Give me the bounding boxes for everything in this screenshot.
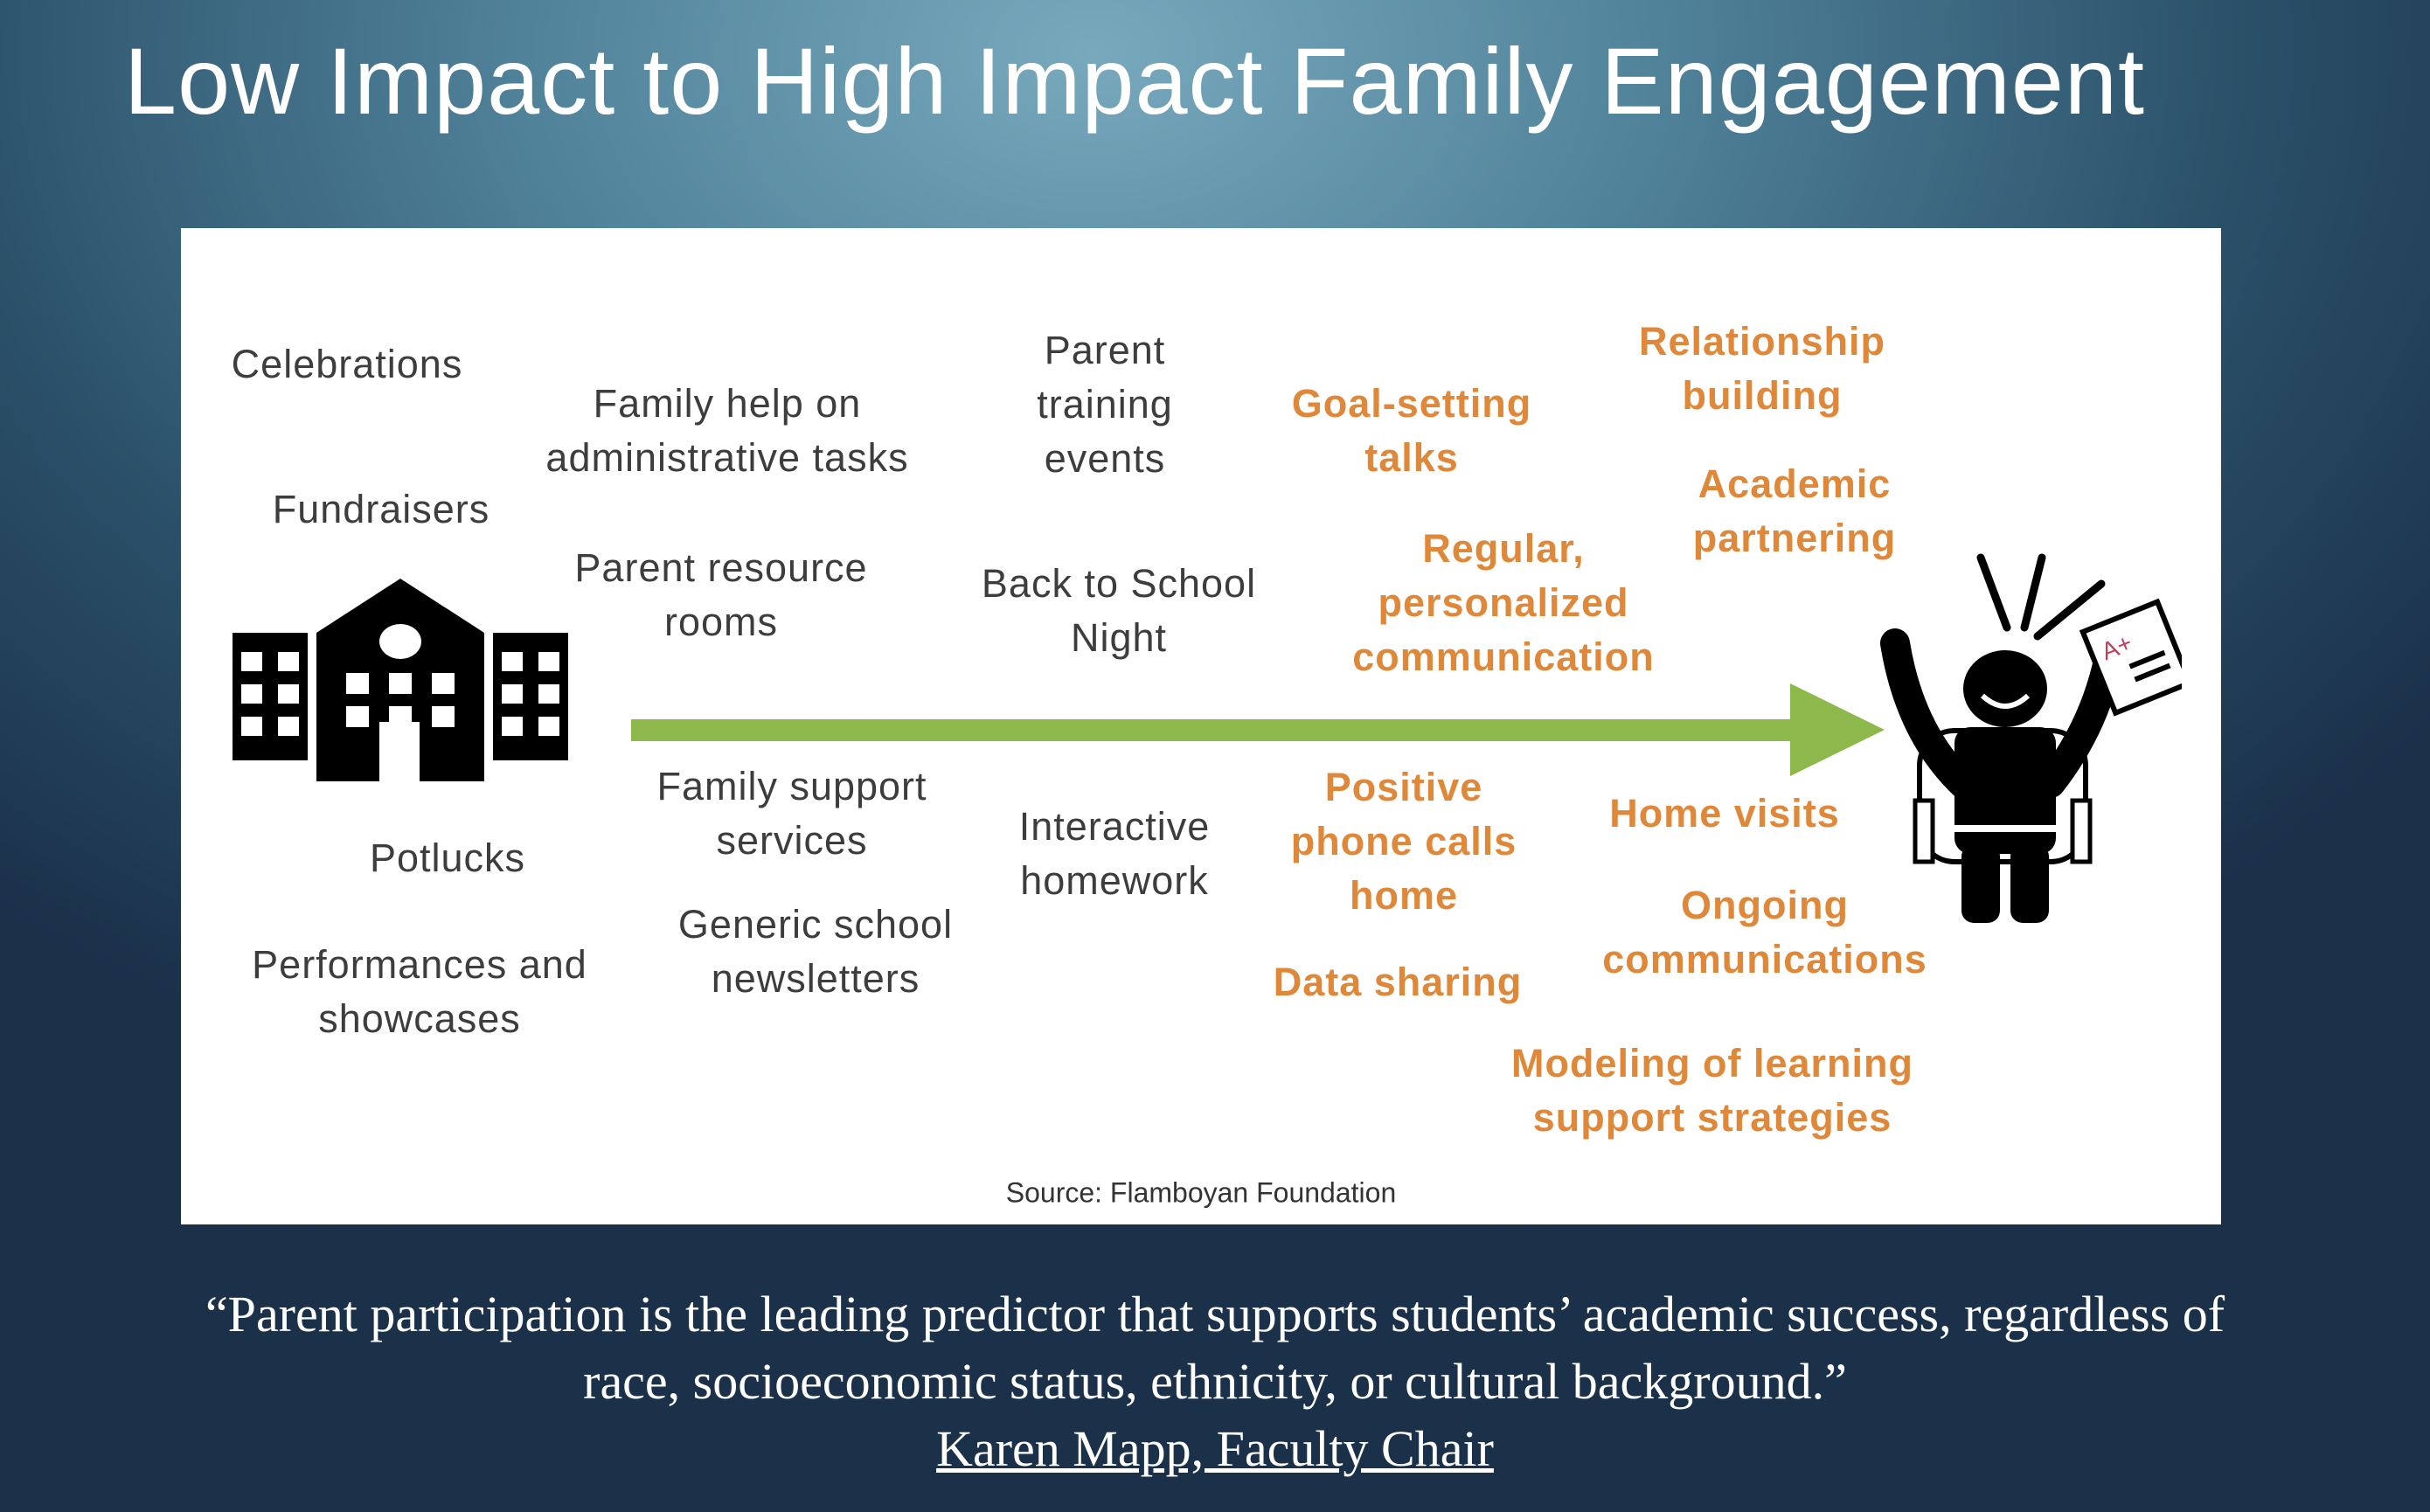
impact-arrow-head bbox=[1790, 683, 1885, 776]
low-impact-item: Celebrations bbox=[231, 342, 463, 386]
high-impact-item: Positive phone calls home bbox=[1290, 765, 1517, 918]
high-impact-item: Academic partnering bbox=[1692, 461, 1897, 560]
low-impact-item: Family support services bbox=[656, 764, 927, 863]
celebrating-student-icon: A+ bbox=[1880, 553, 2182, 923]
low-impact-item: Generic school newsletters bbox=[677, 902, 954, 1001]
impact-arrow-shaft bbox=[631, 719, 1802, 741]
high-impact-item: Relationship building bbox=[1638, 319, 1886, 418]
quote-author-link[interactable]: Karen Mapp, Faculty Chair bbox=[936, 1420, 1494, 1477]
low-impact-item: Family help on administrative tasks bbox=[545, 381, 909, 480]
low-impact-item: Potlucks bbox=[369, 836, 526, 880]
quote-author: Karen Mapp, Faculty Chair bbox=[0, 1419, 2430, 1478]
slide-title: Low Impact to High Impact Family Engagem… bbox=[124, 28, 2146, 134]
high-impact-item: Regular, personalized communication bbox=[1352, 526, 1655, 679]
low-impact-item: Interactive homework bbox=[1018, 804, 1211, 903]
quote-line-2: race, socioeconomic status, ethnicity, o… bbox=[583, 1353, 1847, 1410]
low-impact-item: Performances and showcases bbox=[252, 942, 587, 1041]
low-impact-item: Parent training events bbox=[1037, 328, 1173, 481]
high-impact-item: Data sharing bbox=[1273, 960, 1523, 1004]
low-impact-item: Fundraisers bbox=[272, 487, 490, 531]
high-impact-item: Ongoing communications bbox=[1602, 883, 1927, 981]
quote-line-1: “Parent participation is the leading pre… bbox=[205, 1286, 2225, 1342]
school-building-icon bbox=[233, 579, 568, 781]
high-impact-item: Modeling of learning support strategies bbox=[1511, 1041, 1913, 1140]
low-impact-item: Parent resource rooms bbox=[574, 545, 868, 644]
source-credit: Source: Flamboyan Foundation bbox=[1005, 1176, 1397, 1209]
high-impact-item: Goal-setting talks bbox=[1291, 381, 1532, 480]
low-impact-item: Back to School Night bbox=[981, 561, 1257, 660]
high-impact-item: Home visits bbox=[1609, 791, 1840, 836]
